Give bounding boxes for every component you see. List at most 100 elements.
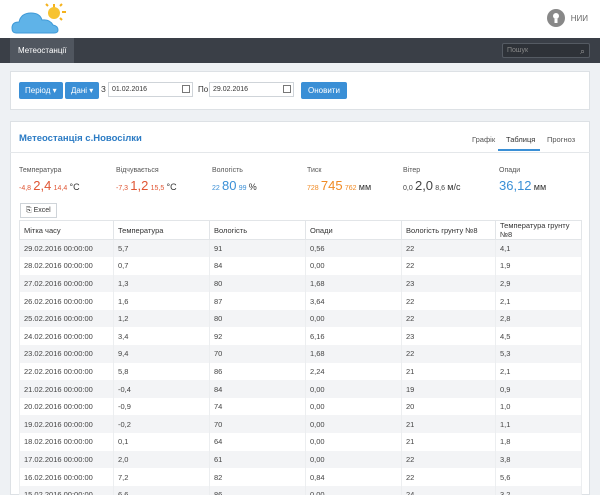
station-title: Метеостанція с.Новосілки: [19, 133, 142, 144]
table-cell: 23.02.2016 00:00:00: [19, 345, 114, 363]
table-body: 29.02.2016 00:00:00 5,7 91 0,56 22 4,1 28.02.2…: [19, 239, 582, 495]
stat-current: 1,2: [130, 178, 149, 193]
column-header[interactable]: Вологість: [209, 220, 306, 240]
table-cell: 0,84: [305, 468, 402, 486]
table-cell: 0,00: [305, 415, 402, 434]
weather-logo-icon[interactable]: [10, 1, 68, 37]
table-cell: 0,00: [305, 397, 402, 416]
tab-graph[interactable]: Графік: [472, 135, 496, 144]
refresh-button[interactable]: Оновити: [301, 82, 347, 99]
search-input[interactable]: Пошук ⌕: [502, 43, 590, 58]
calendar-icon[interactable]: [283, 85, 291, 93]
excel-export-button[interactable]: ⎘ Excel: [20, 203, 57, 218]
table-cell: 70: [209, 415, 306, 434]
column-header[interactable]: Опади: [305, 220, 402, 240]
stat-unit: м/с: [447, 182, 461, 192]
table-cell: 80: [209, 274, 306, 293]
top-bar: НИИ: [0, 0, 600, 38]
table-cell: 80: [209, 309, 306, 328]
table-cell: 22: [401, 468, 496, 486]
column-header[interactable]: Вологість грунту №8: [401, 220, 496, 240]
table-cell: 3,4: [113, 327, 210, 346]
stat-max: 762: [344, 185, 357, 192]
table-cell: 1,68: [305, 274, 402, 293]
from-date-input[interactable]: 01.02.2016: [108, 82, 193, 97]
table-cell: 3,64: [305, 292, 402, 310]
table-header-row: Мітка часу Температура Вологість Опади Волог…: [19, 220, 582, 240]
table-cell: 5,3: [495, 345, 582, 363]
table-cell: 26.02.2016 00:00:00: [19, 292, 114, 310]
stat-label: Опади: [499, 167, 521, 174]
table-cell: 21: [401, 433, 496, 451]
table-row: 15.02.2016 00:00:00 6,6 86 0,00 24 3,2: [19, 485, 582, 495]
chevron-down-icon: ▾: [52, 86, 57, 95]
stat-values: 728 745 762 мм: [307, 178, 371, 193]
stat-label: Відчувається: [116, 167, 159, 174]
period-dropdown[interactable]: Період ▾: [19, 82, 63, 99]
table-row: 16.02.2016 00:00:00 7,2 82 0,84 22 5,6: [19, 468, 582, 486]
panel-divider: [10, 152, 590, 153]
table-cell: 70: [209, 345, 306, 363]
table-cell: 3,8: [495, 450, 582, 469]
user-menu[interactable]: НИИ: [546, 9, 588, 27]
table-row: 25.02.2016 00:00:00 1,2 80 0,00 22 2,8: [19, 309, 582, 328]
table-cell: -0,2: [113, 415, 210, 434]
stat-label: Температура: [19, 167, 62, 174]
table-cell: 22: [401, 345, 496, 363]
table-cell: 18.02.2016 00:00:00: [19, 433, 114, 451]
table-cell: 15.02.2016 00:00:00: [19, 485, 114, 495]
stat-current: 745: [320, 178, 343, 193]
stat-values: -7,3 1,2 15,5 °C: [116, 178, 177, 193]
column-header[interactable]: Мітка часу: [19, 220, 114, 240]
from-label: З: [101, 85, 106, 94]
stat-current: 2,4: [33, 178, 52, 193]
table-cell: 0,00: [305, 485, 402, 495]
table-row: 21.02.2016 00:00:00 -0,4 84 0,00 19 0,9: [19, 380, 582, 398]
table-cell: 0,7: [113, 257, 210, 275]
calendar-icon[interactable]: [182, 85, 190, 93]
table-cell: 5,8: [113, 362, 210, 381]
active-tab-indicator: [498, 149, 540, 151]
table-cell: 84: [209, 380, 306, 398]
column-header[interactable]: Температура грунту №8: [495, 220, 582, 240]
table-cell: 5,7: [113, 239, 210, 258]
table-row: 18.02.2016 00:00:00 0,1 64 0,00 21 1,8: [19, 433, 582, 451]
stat-current: 80: [222, 178, 237, 193]
table-cell: 16.02.2016 00:00:00: [19, 468, 114, 486]
table-cell: 2,8: [495, 309, 582, 328]
table-cell: 23: [401, 274, 496, 293]
to-date-input[interactable]: 29.02.2016: [209, 82, 294, 97]
table-row: 24.02.2016 00:00:00 3,4 92 6,16 23 4,5: [19, 327, 582, 346]
table-cell: 25.02.2016 00:00:00: [19, 309, 114, 328]
stat-min: 22: [212, 185, 220, 192]
stat-values: 22 80 99 %: [212, 178, 257, 193]
table-row: 17.02.2016 00:00:00 2,0 61 0,00 22 3,8: [19, 450, 582, 469]
table-cell: 22: [401, 292, 496, 310]
table-cell: 1,68: [305, 345, 402, 363]
table-cell: 9,4: [113, 345, 210, 363]
table-cell: 61: [209, 450, 306, 469]
column-header[interactable]: Температура: [113, 220, 210, 240]
stat-precipitation: Опади 36,12 мм: [499, 167, 546, 193]
stat-values: -4,8 2,4 14,4 °C: [19, 178, 80, 193]
table-cell: 19.02.2016 00:00:00: [19, 415, 114, 434]
stat-min: -7,3: [116, 185, 129, 192]
table-cell: 5,6: [495, 468, 582, 486]
tab-table[interactable]: Таблиця: [506, 135, 536, 144]
table-cell: 22: [401, 309, 496, 328]
table-row: 27.02.2016 00:00:00 1,3 80 1,68 23 2,9: [19, 274, 582, 293]
data-table: Мітка часу Температура Вологість Опади Волог…: [19, 220, 582, 495]
search-icon[interactable]: ⌕: [579, 46, 585, 56]
stat-unit: мм: [358, 182, 372, 192]
tab-forecast[interactable]: Прогноз: [547, 135, 576, 144]
nav-item-stations[interactable]: Метеостанції: [10, 38, 75, 63]
stat-min: -4,8: [19, 185, 32, 192]
table-row: 29.02.2016 00:00:00 5,7 91 0,56 22 4,1: [19, 239, 582, 258]
table-row: 20.02.2016 00:00:00 -0,9 74 0,00 20 1,0: [19, 397, 582, 416]
stat-wind: Вітер 0,0 2,0 8,6 м/с: [403, 167, 460, 193]
table-cell: 86: [209, 485, 306, 495]
data-dropdown[interactable]: Дані ▾: [65, 82, 100, 99]
stat-values: 36,12 мм: [499, 178, 546, 193]
table-cell: 4,5: [495, 327, 582, 346]
table-cell: 21: [401, 415, 496, 434]
